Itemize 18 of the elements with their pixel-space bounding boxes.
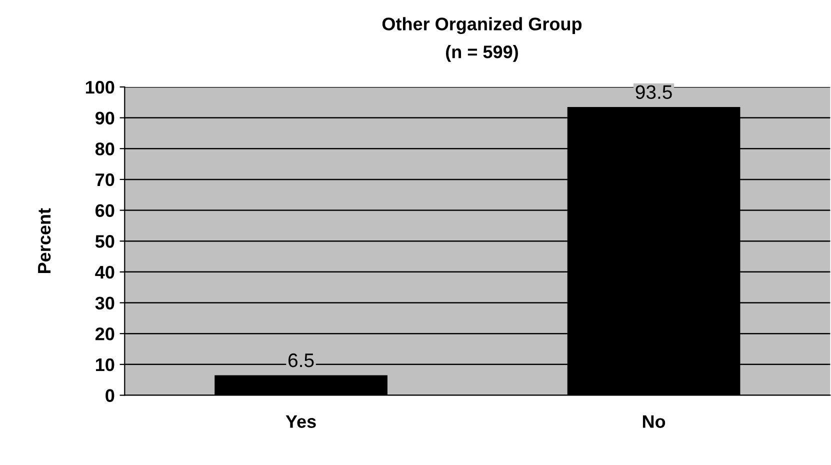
data-label: 93.5 <box>636 85 672 99</box>
x-tick-label: Yes <box>286 415 316 428</box>
y-tick-label: 0 <box>106 389 114 402</box>
y-tick-label: 90 <box>95 112 114 125</box>
y-tick-label: 100 <box>86 80 114 94</box>
y-tick-label: 30 <box>95 296 114 310</box>
y-tick-label: 10 <box>96 358 114 372</box>
y-tick-label: 70 <box>96 173 114 186</box>
chart-title: Other Organized Group <box>382 17 582 34</box>
chart-subtitle: (n = 599) <box>446 45 518 62</box>
y-tick-label: 60 <box>96 204 114 217</box>
y-tick-label: 50 <box>95 235 114 248</box>
y-tick-label: 20 <box>95 328 114 340</box>
y-tick-label: 80 <box>95 142 114 156</box>
y-axis-title: Percent <box>38 208 51 274</box>
data-label: 6.5 <box>288 353 314 368</box>
x-tick-label: No <box>642 415 666 428</box>
y-tick-label: 40 <box>95 266 114 279</box>
